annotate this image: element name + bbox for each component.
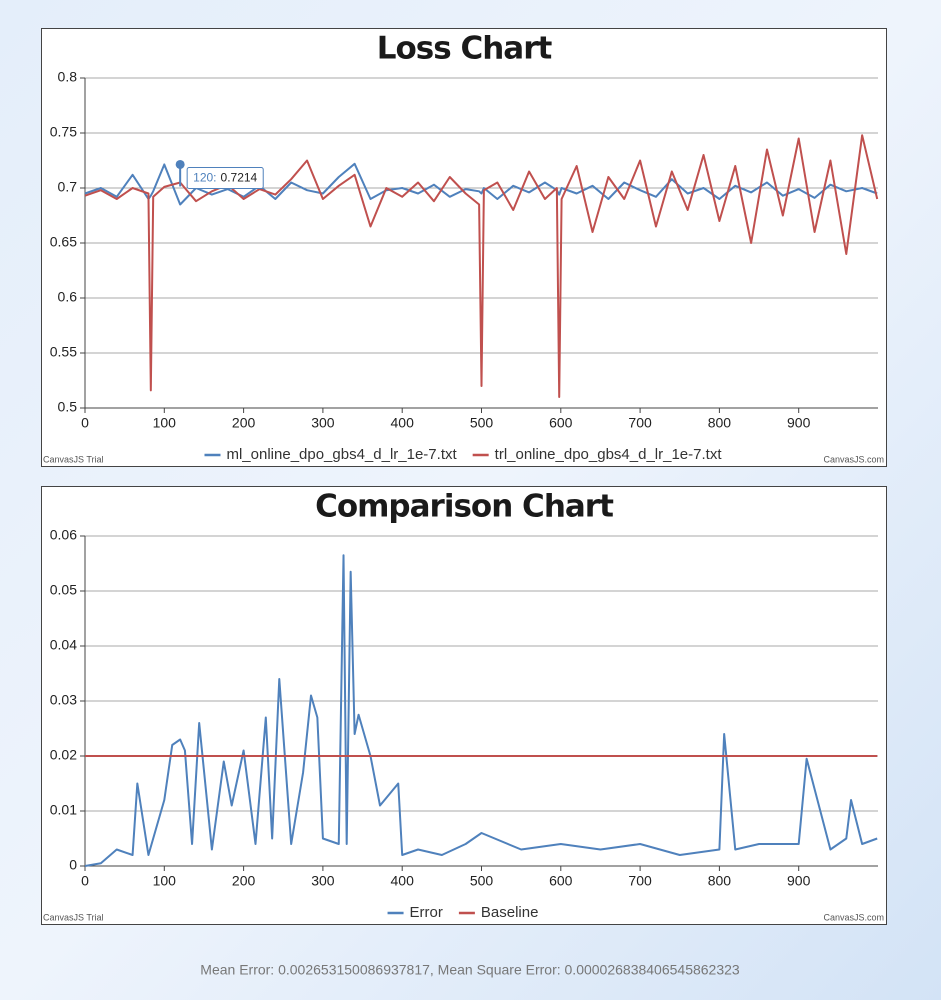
tooltip-y: 0.7214: [221, 171, 258, 185]
x-tick-label: 300: [311, 415, 335, 431]
x-tick-label: 500: [470, 873, 494, 889]
chart: Comparison Chart 0 0.01 0.02 0.03 0.04 0.05 0.0…: [41, 486, 887, 925]
x-tick-label: 500: [470, 415, 494, 431]
watermark: CanvasJS Trial: [43, 912, 104, 922]
legend-label: Error: [410, 904, 443, 921]
y-tick-label: 0.75: [50, 124, 77, 140]
y-tick-label: 0.04: [50, 637, 77, 653]
data-line: [84, 134, 879, 398]
legend-label: ml_online_dpo_gbs4_d_lr_1e-7.txt: [226, 446, 457, 463]
x-tick-label: 400: [391, 873, 415, 889]
y-tick-label: 0.8: [58, 69, 78, 85]
y-tick-label: 0.01: [50, 802, 77, 818]
y-tick-label: 0.03: [50, 692, 77, 708]
x-tick-label: 0: [81, 873, 89, 889]
data-line: [84, 554, 878, 867]
data-line: [84, 162, 878, 206]
y-tick-label: 0.6: [58, 289, 78, 305]
tooltip-box: [186, 166, 264, 189]
legend-item: ml_online_dpo_gbs4_d_lr_1e-7.txt: [204, 446, 457, 463]
legend-item: Baseline: [458, 904, 539, 921]
x-tick-label: 0: [81, 415, 89, 431]
x-tick-label: 100: [153, 873, 177, 889]
legend-item: Error: [387, 904, 443, 921]
legend-label: trl_online_dpo_gbs4_d_lr_1e-7.txt: [495, 446, 723, 463]
chart: Loss Chart 0.5 0.55 0.6 0.65 0.7 0.75 0.8 0 100 20…: [41, 28, 887, 467]
x-tick-label: 900: [787, 873, 811, 889]
x-tick-label: 300: [311, 873, 335, 889]
chart-frame: [41, 28, 887, 467]
watermark: CanvasJS.com: [823, 912, 884, 922]
y-tick-label: 0.65: [50, 234, 77, 250]
watermark: CanvasJS.com: [823, 454, 884, 464]
chart-frame: [41, 486, 887, 925]
x-tick-label: 800: [708, 415, 732, 431]
y-tick-label: 0.06: [50, 527, 77, 543]
x-tick-label: 600: [549, 415, 573, 431]
y-tick-label: 0.7: [58, 179, 78, 195]
chart-title: Loss Chart: [377, 31, 553, 67]
x-tick-label: 200: [232, 873, 256, 889]
x-tick-label: 700: [628, 415, 652, 431]
y-tick-label: 0.55: [50, 344, 77, 360]
legend-label: Baseline: [481, 904, 539, 921]
watermark: CanvasJS Trial: [43, 454, 104, 464]
x-tick-label: 100: [153, 415, 177, 431]
legend-item: trl_online_dpo_gbs4_d_lr_1e-7.txt: [472, 446, 723, 463]
x-tick-label: 200: [232, 415, 256, 431]
y-tick-label: 0: [69, 857, 77, 873]
y-tick-label: 0.5: [58, 399, 78, 415]
footer-stats: Mean Error: 0.002653150086937817, Mean S…: [200, 962, 740, 978]
x-tick-label: 800: [708, 873, 732, 889]
x-tick-label: 600: [549, 873, 573, 889]
x-tick-label: 700: [628, 873, 652, 889]
y-tick-label: 0.02: [50, 747, 77, 763]
x-tick-label: 900: [787, 415, 811, 431]
x-tick-label: 400: [391, 415, 415, 431]
y-tick-label: 0.05: [50, 582, 77, 598]
tooltip-x: 120:: [193, 171, 216, 185]
chart-title: Comparison Chart: [315, 489, 614, 525]
